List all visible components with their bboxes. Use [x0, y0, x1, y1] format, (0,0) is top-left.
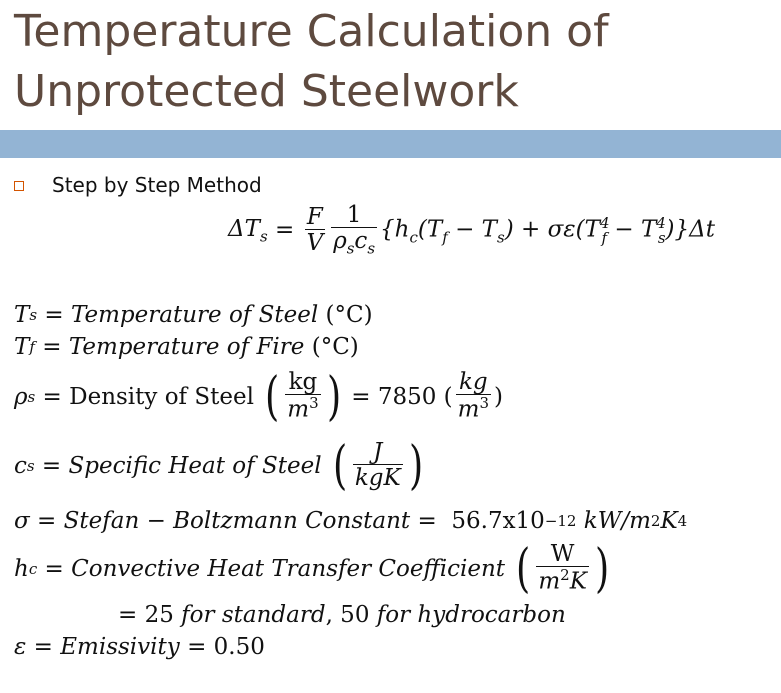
definition-stefan-boltzmann: σ = Stefan − Boltzmann Constant = 56.7x1…: [14, 508, 688, 534]
convective-unit-fraction: W m2K: [536, 541, 589, 595]
fraction-f-over-v: F V: [304, 203, 326, 256]
specific-heat-unit-fraction: J kgK: [352, 439, 403, 492]
eq-lhs: ΔTs: [228, 215, 268, 246]
slide-title: Temperature Calculation of Unprotected S…: [14, 2, 774, 122]
main-equation: ΔTs = F V 1 ρscs {hc(Tf − Ts) + σε(T4f −…: [228, 202, 715, 258]
density-unit-fraction: kg m3: [285, 369, 321, 423]
title-line-1: Temperature Calculation of: [14, 6, 609, 57]
fraction-one-over-rho-c: 1 ρscs: [331, 202, 378, 258]
title-divider-band: [0, 130, 781, 158]
eq-body: {hc(Tf − Ts) + σε(T4f − T4s)}Δt: [380, 214, 715, 247]
bullet-text: Step by Step Method: [52, 173, 262, 197]
square-bullet-icon: [14, 181, 24, 191]
bullet-item: Step by Step Method: [14, 170, 262, 200]
convective-coefficient-values: = 25 for standard , 50 for hydrocarbon: [118, 602, 566, 628]
density-value-unit-fraction: kg m3: [455, 369, 491, 423]
title-line-2: Unprotected Steelwork: [14, 66, 519, 117]
definition-emissivity: ε = Emissivity = 0.50: [14, 634, 265, 660]
